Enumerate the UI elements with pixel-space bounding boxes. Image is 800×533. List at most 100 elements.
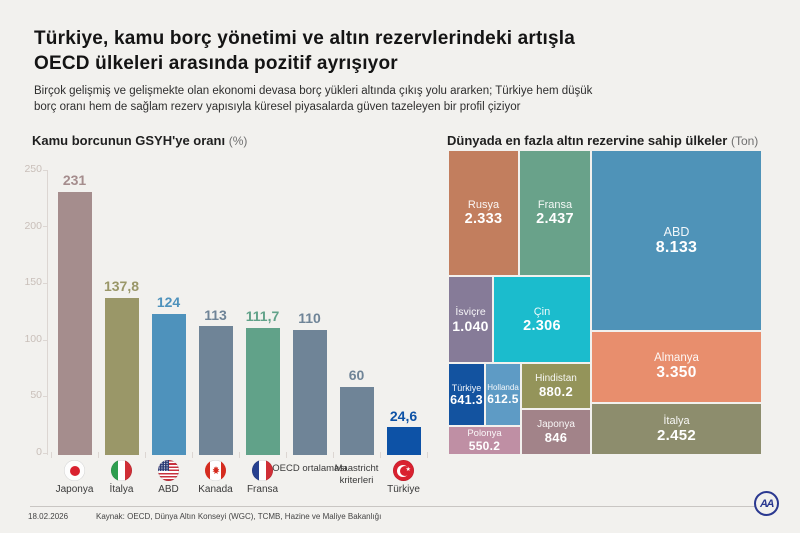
- treemap-cell-turkiye: Türkiye 641.3: [449, 364, 484, 425]
- bar-fransa: [245, 327, 280, 455]
- x-tick-mark: [427, 452, 428, 458]
- y-axis-line: [47, 170, 48, 455]
- treemap-cell-polonya: Polonya 550.2: [449, 427, 520, 454]
- bar-label-oecd-ortalamasi: OECD ortalaması: [272, 463, 347, 474]
- cell-value: 8.133: [655, 238, 698, 256]
- x-tick-mark: [286, 452, 287, 458]
- bar-label-abd: ABD: [158, 484, 179, 495]
- footer-date: 18.02.2026: [28, 512, 69, 521]
- bar-value-turkiye: 24,6: [389, 407, 418, 424]
- x-tick-mark: [192, 452, 193, 458]
- bar-kanada: [198, 326, 233, 455]
- cell-name: Çin: [533, 305, 551, 318]
- bar-value-kanada: 113: [204, 306, 227, 323]
- treemap-cell-rusya: Rusya 2.333: [449, 151, 518, 275]
- star-icon: ★: [405, 466, 411, 473]
- page-subtitle-line2: borç oranı hem de sağlam rezerv yapısıyl…: [34, 100, 521, 113]
- y-tick-mark: [43, 283, 47, 284]
- x-tick-mark: [380, 452, 381, 458]
- page-subtitle-line1: Birçok gelişmiş ve gelişmekte olan ekono…: [34, 85, 593, 97]
- treemap-cell-japonya: Japonya 846: [522, 410, 590, 454]
- y-tick-150: 150: [24, 276, 42, 288]
- bar-value-maastricht: 60: [348, 367, 365, 384]
- x-tick-mark: [333, 452, 334, 458]
- y-tick-mark: [43, 340, 47, 341]
- cell-name: Hollanda: [487, 383, 519, 392]
- bar-turkiye: [386, 427, 421, 455]
- japan-flag-icon: [64, 460, 85, 481]
- cell-value: 2.306: [523, 317, 561, 334]
- bar-chart-title-text: Kamu borcunun GSYH'ye oranı: [32, 133, 226, 148]
- y-tick-mark: [43, 453, 47, 454]
- cell-value: 846: [544, 430, 568, 445]
- crescent-icon: [397, 464, 410, 477]
- treemap-unit: (Ton): [730, 134, 759, 148]
- cell-name: Japonya: [537, 419, 575, 430]
- page-title: Türkiye, kamu borç yönetimi ve altın rez…: [34, 27, 575, 76]
- bar-italya: [104, 297, 139, 455]
- bar-value-oecd-ortalamasi: 110: [298, 310, 321, 327]
- treemap-cell-almanya: Almanya 3.350: [592, 332, 761, 402]
- footer-divider: [30, 506, 756, 507]
- canada-flag-icon: [205, 460, 226, 481]
- cell-name: Polonya: [467, 428, 502, 439]
- treemap-cell-hindistan: Hindistan 880.2: [522, 364, 590, 408]
- bar-label-kanada: Kanada: [198, 484, 233, 495]
- y-tick-0: 0: [36, 445, 42, 458]
- bar-value-italya: 137,8: [103, 278, 140, 295]
- x-tick-mark: [239, 452, 240, 458]
- cell-value: 2.452: [656, 426, 697, 444]
- cell-value: 3.350: [656, 364, 697, 381]
- y-tick-50: 50: [30, 389, 42, 401]
- page-title-line2: OECD ülkeleri arasında pozitif ayrışıyor: [34, 52, 398, 74]
- page-title-line1: Türkiye, kamu borç yönetimi ve altın rez…: [34, 28, 576, 49]
- treemap-cell-abd: ABD 8.133: [592, 151, 761, 330]
- y-tick-100: 100: [24, 332, 42, 345]
- cell-value: 1.040: [452, 317, 489, 334]
- gold-reserves-treemap: ABD 8.133 Almanya 3.350 İtalya 2.452 Fra…: [449, 151, 761, 454]
- cell-name: İtalya: [663, 414, 690, 427]
- cell-name: Türkiye: [451, 382, 482, 393]
- bar-label-fransa: Fransa: [246, 484, 279, 495]
- bar-value-japonya: 231: [62, 172, 87, 189]
- bar-maastricht: [339, 386, 374, 455]
- y-tick-mark: [43, 226, 47, 227]
- bar-abd: [151, 313, 186, 455]
- bar-oecd-ortalamasi: [292, 329, 327, 455]
- cell-value: 2.333: [464, 211, 503, 227]
- bar-chart-unit: (%): [228, 134, 248, 148]
- cell-value: 550.2: [468, 438, 501, 453]
- treemap-title-text: Dünyada en fazla altın rezervine sahip ü…: [447, 133, 728, 148]
- italy-flag-icon: [111, 460, 132, 481]
- cell-name: İsviçre: [455, 305, 486, 318]
- treemap-title: Dünyada en fazla altın rezervine sahip ü…: [447, 133, 758, 148]
- treemap-cell-cin: Çin 2.306: [494, 277, 590, 362]
- aa-agency-logo-icon: AA: [754, 491, 779, 516]
- bar-label-japonya: Japonya: [55, 484, 94, 495]
- cell-name: Rusya: [467, 199, 500, 211]
- x-tick-mark: [51, 452, 52, 458]
- cell-name: Hindistan: [535, 373, 577, 384]
- cell-name: Almanya: [654, 352, 699, 364]
- cell-name: ABD: [663, 224, 690, 239]
- treemap-cell-hollanda: Hollanda 612.5: [486, 364, 520, 425]
- cell-value: 612.5: [487, 392, 519, 406]
- y-tick-mark: [43, 396, 47, 397]
- usa-flag-icon: [158, 460, 179, 481]
- page-subtitle: Birçok gelişmiş ve gelişmekte olan ekono…: [34, 84, 592, 115]
- bar-chart-title: Kamu borcunun GSYH'ye oranı (%): [32, 133, 247, 148]
- y-tick-250: 250: [24, 163, 42, 175]
- bar-label-turkiye: Türkiye: [387, 484, 420, 495]
- x-tick-mark: [98, 452, 99, 458]
- bar-japonya: [57, 191, 92, 455]
- france-flag-icon: [252, 460, 273, 481]
- treemap-cell-italya: İtalya 2.452: [592, 404, 761, 454]
- y-tick-mark: [43, 170, 47, 171]
- x-tick-mark: [145, 452, 146, 458]
- treemap-cell-fransa: Fransa 2.437: [520, 151, 590, 275]
- turkey-flag-icon: ★: [393, 460, 414, 481]
- maple-leaf-icon: [211, 466, 220, 475]
- bar-value-fransa: 111,7: [245, 308, 280, 325]
- bar-value-abd: 124: [156, 294, 181, 311]
